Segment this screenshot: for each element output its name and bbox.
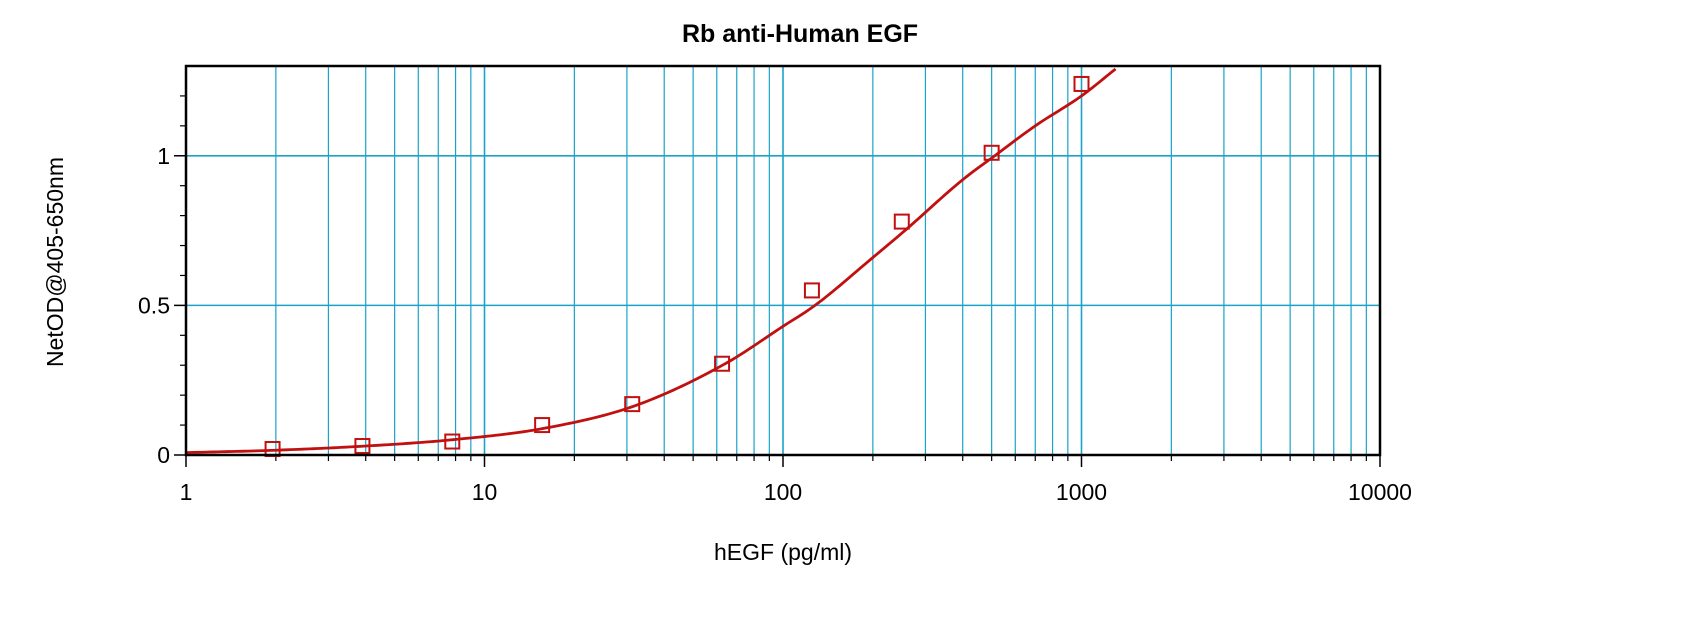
y-tick-label: 0.5	[138, 292, 170, 318]
fit-curve-line	[185, 67, 1117, 455]
data-point-marker	[444, 433, 461, 450]
grid-layer	[186, 66, 1380, 455]
chart-title: Rb anti-Human EGF	[682, 20, 918, 48]
y-tick-label: 0	[157, 442, 170, 468]
data-point-marker	[534, 417, 551, 434]
tick-layer: 1 10 100 1000 10000 0 0.5 1	[138, 95, 1412, 505]
data-point-marker	[624, 396, 641, 413]
x-tick-label: 10	[472, 479, 498, 505]
marker-layer	[264, 75, 1090, 458]
plot-frame	[184, 64, 1382, 457]
y-axis-label: NetOD@405-650nm	[42, 157, 68, 367]
data-point-marker	[803, 282, 820, 299]
x-tick-label: 1	[180, 479, 193, 505]
x-tick-label: 10000	[1348, 479, 1412, 505]
curve-layer	[185, 67, 1117, 455]
x-tick-label: 1000	[1056, 479, 1107, 505]
y-tick-label: 1	[157, 143, 170, 169]
data-point-marker	[714, 355, 731, 372]
x-tick-label: 100	[764, 479, 802, 505]
data-point-marker	[1073, 75, 1090, 92]
data-point-marker	[983, 144, 1000, 161]
data-point-marker	[893, 213, 910, 230]
x-axis-label: hEGF (pg/ml)	[714, 539, 852, 565]
data-point-marker	[354, 438, 371, 455]
